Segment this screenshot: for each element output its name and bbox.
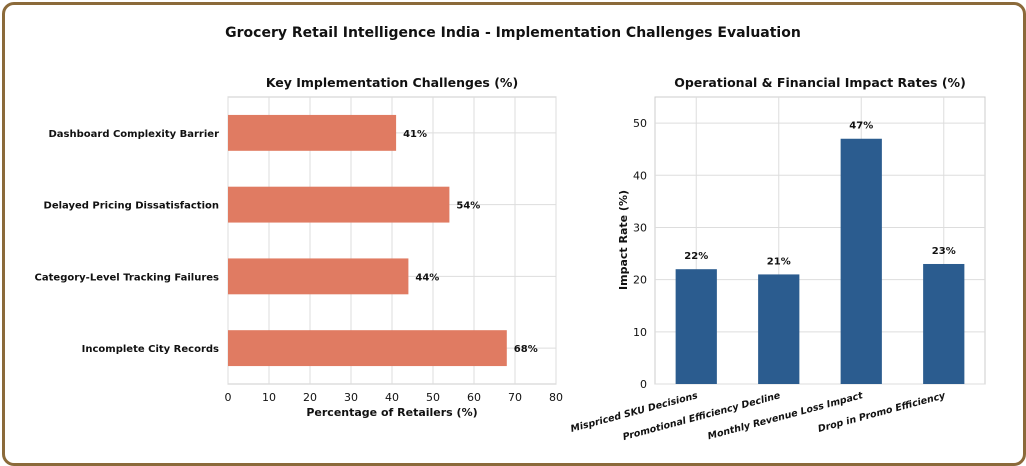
left-bar xyxy=(228,330,507,367)
left-chart-title: Key Implementation Challenges (%) xyxy=(266,75,518,90)
left-bar-chart: Key Implementation Challenges (%) 41% 54%… xyxy=(35,75,563,419)
right-y-tick-label: 30 xyxy=(633,221,647,234)
right-bar-value-label: 23% xyxy=(932,246,956,257)
right-bars: 22% 21% 47% 23% xyxy=(675,121,965,384)
right-y-tick-label: 20 xyxy=(633,274,647,287)
right-category-label: Promotional Efficiency Decline xyxy=(622,390,782,443)
left-bar xyxy=(228,114,397,151)
left-x-tick-label: 40 xyxy=(385,391,399,404)
left-x-ticks: 0 10 20 30 40 50 60 70 80 xyxy=(225,391,564,404)
right-y-tick-label: 10 xyxy=(633,326,647,339)
left-bar-value-label: 41% xyxy=(403,129,427,140)
right-bar xyxy=(923,263,965,384)
right-y-tick-label: 40 xyxy=(633,169,647,182)
left-x-axis-label: Percentage of Retailers (%) xyxy=(306,406,477,419)
right-bar-chart: Operational & Financial Impact Rates (%)… xyxy=(569,75,986,443)
left-bars: 41% 54% 44% 68% xyxy=(228,114,538,367)
left-bar-value-label: 68% xyxy=(514,344,538,355)
left-x-tick-label: 50 xyxy=(426,391,440,404)
left-x-tick-label: 30 xyxy=(344,391,358,404)
right-bar xyxy=(758,274,800,384)
right-bar xyxy=(840,138,882,384)
left-x-tick-label: 10 xyxy=(262,391,276,404)
right-category-label: Monthly Revenue Loss Impact xyxy=(707,390,865,442)
right-chart-title: Operational & Financial Impact Rates (%) xyxy=(674,75,966,90)
right-bar-value-label: 47% xyxy=(849,121,873,132)
right-bar xyxy=(675,269,717,384)
left-bar xyxy=(228,258,409,295)
left-category-label: Delayed Pricing Dissatisfaction xyxy=(44,201,219,212)
left-x-tick-label: 70 xyxy=(508,391,522,404)
left-category-label: Dashboard Complexity Barrier xyxy=(49,129,220,140)
left-bar-value-label: 54% xyxy=(456,201,480,212)
right-bar-value-label: 21% xyxy=(767,256,791,267)
right-bar-value-label: 22% xyxy=(684,251,708,262)
left-x-tick-label: 60 xyxy=(467,391,481,404)
right-y-axis-label: Impact Rate (%) xyxy=(617,190,630,290)
left-bar-value-label: 44% xyxy=(415,272,439,283)
left-bar xyxy=(228,186,450,223)
left-category-label: Category-Level Tracking Failures xyxy=(35,272,219,283)
left-category-label: Incomplete City Records xyxy=(82,344,219,355)
left-x-tick-label: 0 xyxy=(225,391,232,404)
left-category-labels: Dashboard Complexity Barrier Delayed Pric… xyxy=(35,129,220,355)
right-y-tick-label: 50 xyxy=(633,117,647,130)
left-x-tick-label: 20 xyxy=(303,391,317,404)
left-x-tick-label: 80 xyxy=(549,391,563,404)
right-y-ticks: 0 10 20 30 40 50 xyxy=(633,117,647,391)
right-y-tick-label: 0 xyxy=(640,378,647,391)
figure-title: Grocery Retail Intelligence India - Impl… xyxy=(225,25,801,41)
